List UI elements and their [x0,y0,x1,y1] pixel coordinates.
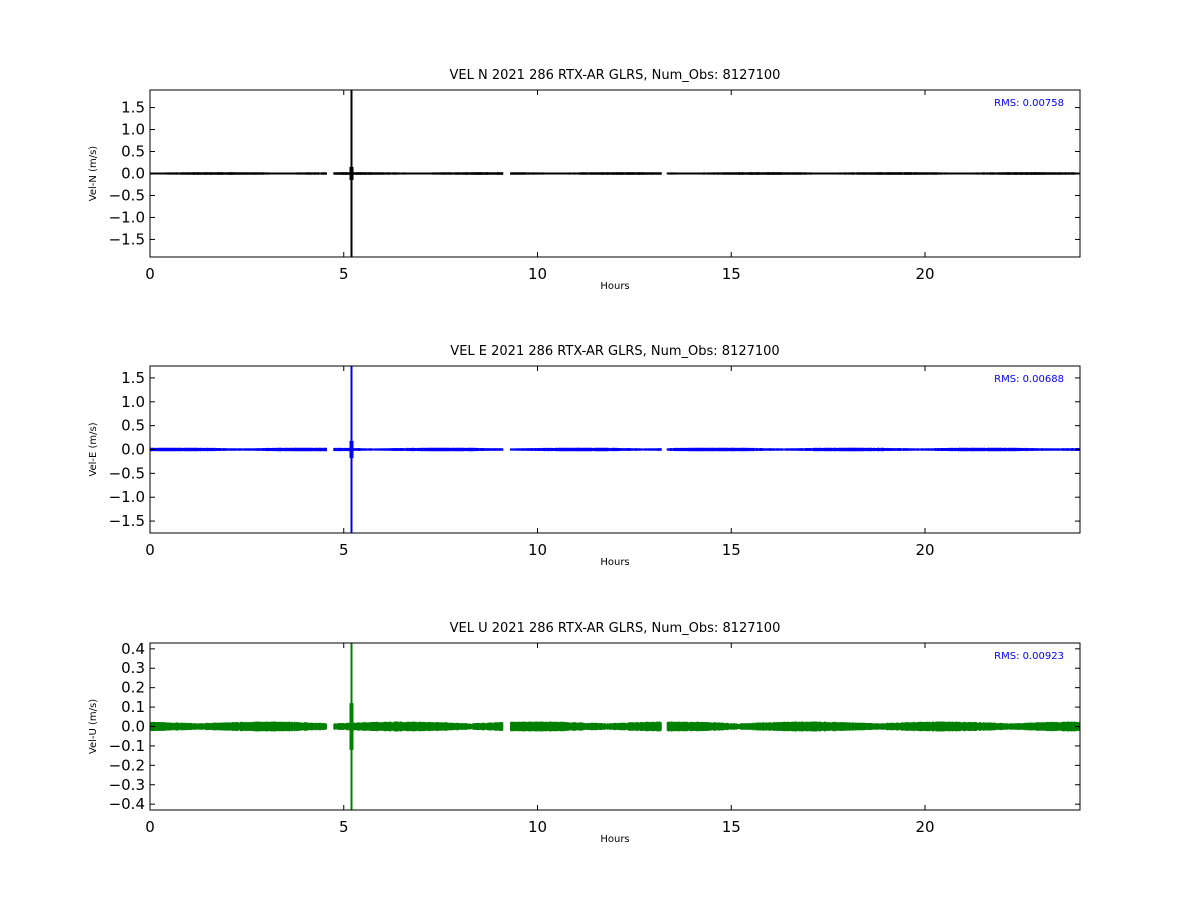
y-tick-label: −1.0 [109,488,145,506]
y-tick-label: 0.0 [121,718,145,736]
chart-title: VEL N 2021 286 RTX-AR GLRS, Num_Obs: 812… [450,68,781,83]
data-series [150,643,1080,810]
y-tick-label: −0.3 [109,776,145,794]
y-tick-label: 1.0 [121,393,145,411]
x-tick-label: 15 [722,541,741,559]
x-axis-label: Hours [600,281,629,292]
x-tick-label: 10 [528,541,547,559]
x-tick-label: 5 [339,265,349,283]
x-tick-label: 20 [915,541,934,559]
x-tick-label: 5 [339,541,349,559]
x-tick-label: 20 [915,265,934,283]
x-tick-label: 0 [145,265,155,283]
x-tick-label: 10 [528,265,547,283]
y-tick-label: −0.5 [109,186,145,204]
panel-1: 0 5 10 15 20 1.5 1.0 0.5 0.0 −0.5 −1.0 −1.5 VEL N 20… [88,68,1081,292]
rms-annotation: RMS: 0.00923 [994,651,1064,662]
y-tick-label: 1.5 [121,99,145,117]
y-axis-label: Vel-U (m/s) [88,699,99,754]
y-tick-label: 0.3 [121,659,145,677]
y-tick-label: 0.1 [121,698,145,716]
y-tick-label: −0.2 [109,756,145,774]
data-series [150,90,1080,257]
y-tick-label: −1.5 [109,512,145,530]
data-series [150,366,1080,533]
y-tick-label: 1.5 [121,369,145,387]
x-tick-label: 10 [528,818,547,836]
y-tick-label: 0.5 [121,417,145,435]
y-tick-label: −1.0 [109,208,145,226]
rms-annotation: RMS: 0.00758 [994,98,1064,109]
x-tick-label: 20 [915,818,934,836]
y-tick-label: −0.1 [109,737,145,755]
panel-2: 0 5 10 15 20 1.5 1.0 0.5 0.0 −0.5 −1.0 −1.5 VEL E 20… [88,344,1081,568]
x-axis-label: Hours [600,834,629,845]
x-tick-label: 15 [722,265,741,283]
chart-title: VEL U 2021 286 RTX-AR GLRS, Num_Obs: 812… [450,621,781,636]
x-axis-label: Hours [600,557,629,568]
x-tick-label: 15 [722,818,741,836]
panel-3: 0 5 10 15 20 0.40.3 0.20.1 0.0−0.1−0.2 −0.3−0.4 V… [88,621,1081,845]
y-tick-label: 0.4 [121,640,145,658]
chart-title: VEL E 2021 286 RTX-AR GLRS, Num_Obs: 812… [450,344,779,359]
y-axis-label: Vel-E (m/s) [88,422,99,476]
x-tick-label: 5 [339,818,349,836]
y-tick-label: 1.0 [121,121,145,139]
y-tick-label: −0.5 [109,464,145,482]
y-tick-label: 0.0 [121,441,145,459]
y-axis-label: Vel-N (m/s) [88,146,99,201]
y-tick-label: −0.4 [109,795,145,813]
y-tick-label: 0.5 [121,143,145,161]
x-tick-label: 0 [145,541,155,559]
rms-annotation: RMS: 0.00688 [994,374,1064,385]
y-tick-label: −1.5 [109,230,145,248]
x-tick-label: 0 [145,818,155,836]
y-tick-label: 0.2 [121,679,145,697]
y-tick-label: 0.0 [121,165,145,183]
